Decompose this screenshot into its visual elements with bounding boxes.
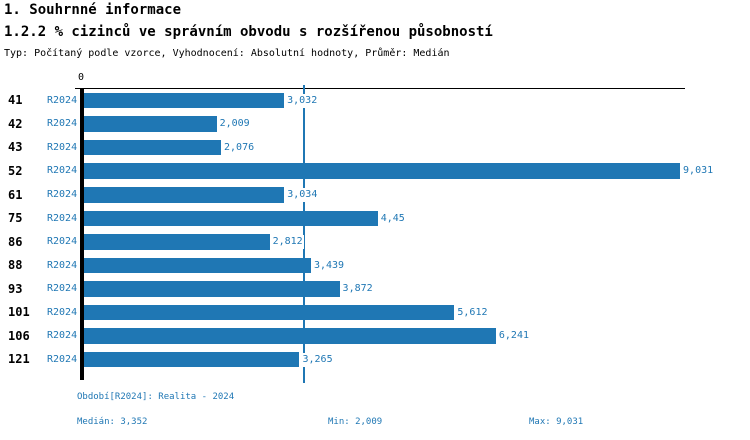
bar-value-label: 3,034 (286, 188, 319, 202)
chart-title: 1.2.2 % cizinců ve správním obvodu s roz… (4, 24, 493, 40)
bar-value-label: 4,45 (379, 211, 406, 226)
bar (84, 328, 496, 344)
row-series-label: R2024 (47, 165, 78, 177)
y-axis-line (80, 87, 84, 380)
footer-median-stat: Medián: 3,352 (77, 417, 148, 427)
row-category-label: 121 (8, 352, 30, 367)
row-series-label: R2024 (47, 141, 78, 153)
bar-row: 93 R2024 3,872 (0, 277, 750, 301)
row-series-label: R2024 (47, 94, 78, 106)
bar-row: 86 R2024 2,812 (0, 230, 750, 254)
bar (84, 351, 300, 368)
bar (84, 139, 222, 156)
x-axis-zero-tick-label: 0 (77, 72, 85, 83)
bar-row: 101 R2024 5,612 (0, 301, 750, 325)
bar-row: 88 R2024 3,439 (0, 254, 750, 278)
row-series-label: R2024 (47, 306, 78, 318)
row-series-label: R2024 (47, 330, 78, 342)
x-axis-line (75, 87, 685, 89)
bar (84, 187, 285, 203)
bar-value-label: 3,439 (312, 258, 346, 273)
footer-min-stat: Min: 2,009 (328, 417, 383, 427)
bar (84, 92, 285, 109)
footer-max-stat: Max: 9,031 (529, 417, 584, 427)
row-series-label: R2024 (47, 283, 78, 295)
bar-value-label: 5,612 (456, 305, 489, 320)
bar-value-label: 9,031 (682, 164, 715, 179)
row-category-label: 101 (8, 305, 30, 320)
row-category-label: 61 (8, 187, 23, 202)
median-reference-line (303, 84, 305, 383)
row-category-label: 86 (8, 234, 23, 249)
bar (84, 304, 455, 321)
bar (84, 234, 270, 250)
row-series-label: R2024 (47, 353, 78, 365)
row-category-label: 75 (8, 211, 23, 226)
bar-row: 121 R2024 3,265 (0, 348, 750, 372)
bar-row: 106 R2024 6,241 (0, 324, 750, 348)
bar (84, 116, 217, 132)
row-series-label: R2024 (47, 259, 78, 271)
bar-value-label: 2,812 (271, 235, 304, 250)
row-series-label: R2024 (47, 189, 78, 200)
bar-value-label: 3,032 (286, 93, 319, 108)
report-section-title: 1. Souhrnné informace (4, 2, 182, 18)
row-category-label: 52 (8, 163, 23, 178)
chart-subtitle: Typ: Počítaný podle vzorce, Vyhodnocení:… (4, 48, 450, 59)
bar-value-label: 2,076 (223, 140, 256, 155)
bar-row: 42 R2024 2,009 (0, 112, 750, 136)
bar-value-label: 2,009 (218, 117, 251, 132)
bar (84, 163, 681, 179)
row-category-label: 106 (8, 328, 30, 343)
row-series-label: R2024 (47, 212, 78, 224)
footer-period-label: Období[R2024]: Realita - 2024 (77, 392, 235, 402)
bar-value-label: 3,265 (301, 352, 334, 367)
bar-row: 43 R2024 2,076 (0, 136, 750, 160)
bar-row: 75 R2024 4,45 (0, 207, 750, 231)
bar-row: 52 R2024 9,031 (0, 159, 750, 183)
row-series-label: R2024 (47, 118, 78, 130)
row-category-label: 42 (8, 116, 23, 131)
row-category-label: 93 (8, 281, 23, 296)
bar (84, 210, 378, 227)
bar-value-label: 6,241 (497, 329, 530, 344)
bar-row: 41 R2024 3,032 (0, 89, 750, 113)
bar-value-label: 3,872 (341, 282, 374, 297)
row-category-label: 41 (8, 93, 23, 108)
bar (84, 257, 311, 274)
row-category-label: 43 (8, 140, 23, 155)
row-category-label: 88 (8, 258, 23, 273)
bar (84, 281, 340, 297)
row-series-label: R2024 (47, 236, 78, 248)
bar-row: 61 R2024 3,034 (0, 183, 750, 207)
